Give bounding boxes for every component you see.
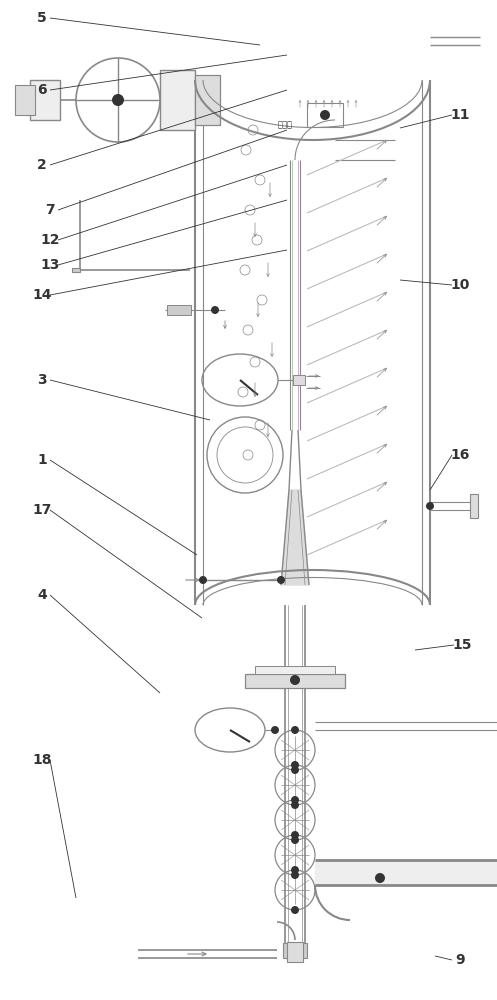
Circle shape [291, 831, 299, 839]
Text: 13: 13 [40, 258, 60, 272]
Text: 12: 12 [40, 233, 60, 247]
Text: 17: 17 [32, 503, 52, 517]
Circle shape [291, 796, 299, 804]
Circle shape [426, 502, 434, 510]
Text: 5: 5 [37, 11, 47, 25]
Circle shape [277, 576, 285, 584]
Text: 10: 10 [450, 278, 470, 292]
Polygon shape [281, 490, 309, 585]
Circle shape [291, 726, 299, 734]
Circle shape [320, 110, 330, 120]
Bar [287, 942, 303, 962]
Bar [167, 305, 191, 315]
Bar [283, 943, 307, 958]
Text: 11: 11 [450, 108, 470, 122]
Circle shape [291, 836, 299, 844]
Bar [195, 75, 220, 125]
Text: 7: 7 [45, 203, 55, 217]
Bar [72, 268, 80, 272]
Text: 1: 1 [37, 453, 47, 467]
Circle shape [199, 576, 207, 584]
Text: 14: 14 [32, 288, 52, 302]
Bar [30, 80, 60, 120]
Circle shape [291, 866, 299, 874]
Text: 4: 4 [37, 588, 47, 602]
Bar [293, 375, 305, 385]
Text: 18: 18 [32, 753, 52, 767]
Text: 15: 15 [452, 638, 472, 652]
Circle shape [291, 766, 299, 774]
Bar [160, 70, 195, 130]
Bar [245, 674, 345, 688]
Circle shape [291, 906, 299, 914]
Circle shape [290, 675, 300, 685]
Circle shape [291, 871, 299, 879]
Text: 液体腔: 液体腔 [277, 120, 293, 129]
Bar [15, 85, 35, 115]
Text: 6: 6 [37, 83, 47, 97]
Circle shape [271, 726, 279, 734]
Circle shape [112, 94, 124, 106]
Text: 16: 16 [450, 448, 470, 462]
Text: 2: 2 [37, 158, 47, 172]
Bar [470, 494, 478, 518]
Circle shape [375, 873, 385, 883]
Bar [255, 666, 335, 674]
Circle shape [211, 306, 219, 314]
Circle shape [291, 761, 299, 769]
Bar [307, 103, 343, 127]
Circle shape [291, 801, 299, 809]
Text: 9: 9 [455, 953, 465, 967]
Text: 3: 3 [37, 373, 47, 387]
